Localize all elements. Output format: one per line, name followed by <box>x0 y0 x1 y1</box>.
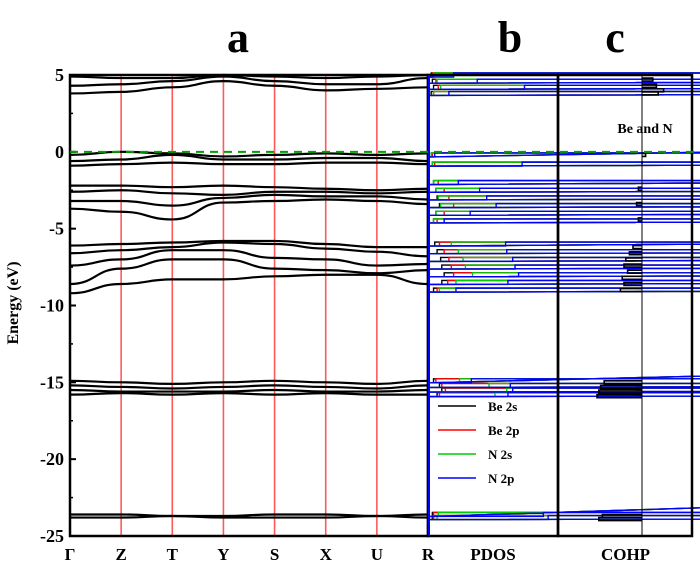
band-line <box>69 258 429 286</box>
cohp-panel-frame <box>556 73 694 538</box>
band-line <box>69 273 429 295</box>
panel-label-b: b <box>498 13 522 62</box>
cohp-panel: COHP <box>556 73 694 564</box>
band-line <box>70 184 429 192</box>
kpoint-label: R <box>422 545 435 564</box>
band-line <box>69 241 429 258</box>
cohp-annotation: Be and N <box>617 122 672 137</box>
panel-label-c: c <box>605 13 625 62</box>
pdos-panel: Be 2s Be 2p N 2s N 2p PDOS <box>426 72 700 564</box>
y-tick-label: -20 <box>40 449 64 469</box>
y-axis-label: Energy (eV) <box>5 261 22 344</box>
pdos-axis-label: PDOS <box>470 545 515 564</box>
band-line <box>70 193 429 207</box>
band-line <box>69 391 428 396</box>
band-line <box>69 239 428 249</box>
kpoint-label: Y <box>217 545 229 564</box>
kpoint-label: Γ <box>65 545 76 564</box>
band-line <box>69 388 429 393</box>
legend-label: Be 2s <box>488 399 517 414</box>
band-line <box>70 514 429 519</box>
kpoint-label: U <box>371 545 383 564</box>
kpoint-label: Z <box>115 545 126 564</box>
band-line <box>69 153 429 163</box>
pdos-series-line <box>429 72 700 521</box>
pdos-panel-frame <box>426 73 560 538</box>
band-panel-frame <box>68 73 430 538</box>
band-line <box>69 198 429 221</box>
panel-label-a: a <box>227 13 249 62</box>
band-structure-panel: Γ Z T Y S X U R 5 0 -5 -10 -15 -20 -25 <box>40 65 435 564</box>
band-line <box>69 189 429 196</box>
legend-label: N 2p <box>488 471 514 486</box>
band-line <box>69 161 429 167</box>
band-line <box>69 75 429 87</box>
cohp-series-line <box>596 77 665 522</box>
band-line <box>69 249 429 267</box>
pdos-series-line <box>429 72 700 521</box>
kpoint-label: X <box>320 545 333 564</box>
legend-label: N 2s <box>488 447 512 462</box>
band-line <box>69 384 429 390</box>
y-tick-label: -10 <box>40 296 64 316</box>
band-line <box>69 379 429 385</box>
y-tick-label: 0 <box>55 142 64 162</box>
band-line <box>69 150 429 158</box>
kpoint-label: T <box>167 545 179 564</box>
pdos-series-line <box>429 72 700 521</box>
y-tick-label: -5 <box>49 219 64 239</box>
band-line <box>69 80 429 95</box>
kpoint-label: S <box>270 545 279 564</box>
pdos-series-line <box>429 72 700 521</box>
cohp-axis-label: COHP <box>601 545 650 564</box>
y-tick-label: 5 <box>55 65 64 85</box>
y-tick-label: -25 <box>40 526 64 546</box>
legend-label: Be 2p <box>488 423 519 438</box>
y-tick-label: -15 <box>40 372 64 392</box>
